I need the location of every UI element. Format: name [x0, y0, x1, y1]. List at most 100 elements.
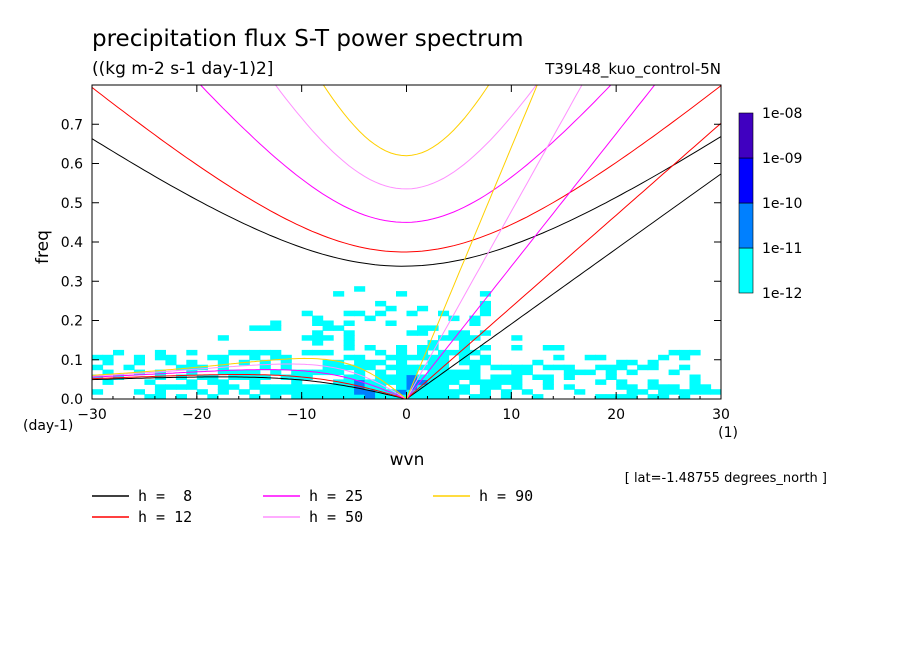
spectrum-cell: [385, 379, 397, 385]
spectrum-cell: [605, 364, 617, 371]
inertia-gravity-curve: [199, 85, 612, 223]
spectrum-cell: [417, 389, 429, 395]
spectrum-cell: [270, 369, 282, 376]
spectrum-cell: [375, 379, 387, 385]
spectrum-cell: [605, 369, 617, 376]
spectrum-cell: [102, 359, 114, 366]
spectrum-cell: [396, 354, 408, 361]
colorbar-swatch: [738, 157, 754, 204]
y-tick-label: 0.4: [61, 235, 83, 251]
spectrum-cell: [249, 325, 261, 331]
spectrum-cell: [427, 374, 439, 380]
spectrum-cell: [689, 349, 701, 356]
spectrum-cell: [396, 384, 408, 390]
spectrum-cell: [479, 345, 491, 351]
spectrum-cell: [333, 364, 345, 371]
spectrum-cell: [406, 369, 418, 376]
legend-label: h = 50: [309, 508, 363, 526]
spectrum-cell: [448, 374, 460, 380]
spectrum-cell: [574, 369, 586, 376]
spectrum-cell: [438, 359, 450, 366]
spectrum-cell: [259, 349, 271, 356]
spectrum-cell: [259, 325, 271, 331]
spectrum-cell: [500, 364, 512, 371]
x-axis-label: wvn: [390, 450, 425, 470]
spectrum-cell: [259, 364, 271, 371]
spectrum-cell: [144, 394, 156, 399]
spectrum-cell: [563, 364, 575, 371]
spectrum-cell: [647, 384, 659, 390]
spectrum-cell: [375, 394, 387, 399]
spectrum-cell: [375, 349, 387, 356]
spectrum-cell: [92, 389, 104, 395]
spectrum-cell: [385, 354, 397, 361]
spectrum-cell: [469, 374, 481, 380]
spectrum-cell: [133, 354, 145, 361]
spectrum-cell: [312, 315, 324, 322]
spectrum-cell: [511, 379, 523, 385]
inertia-gravity-curve: [274, 85, 537, 190]
spectrum-cell: [490, 379, 502, 385]
spectrum-cell: [438, 389, 450, 395]
spectrum-cell: [259, 389, 271, 395]
spectrum-cell: [165, 354, 177, 361]
spectrum-cell: [133, 389, 145, 395]
spectrum-cell: [490, 384, 502, 390]
spectrum-cell: [427, 384, 439, 390]
spectrum-cell: [364, 345, 376, 351]
spectrum-cell: [438, 310, 450, 317]
spectrum-cell: [417, 330, 429, 336]
spectrum-cell: [574, 389, 586, 395]
spectrum-cell: [301, 349, 313, 356]
colorbar: 1e-12 1e-11 1e-10 1e-09 1e-08: [738, 106, 802, 302]
y-tick-label: 0.2: [61, 314, 83, 330]
spectrum-cell: [469, 394, 481, 399]
spectrum-cell: [343, 364, 355, 371]
spectrum-cell: [406, 384, 418, 390]
spectrum-cell: [626, 394, 638, 399]
spectrum-cell: [333, 389, 345, 395]
spectrum-cell: [207, 394, 219, 399]
x-tick-label: −20: [182, 407, 212, 423]
spectrum-cell: [322, 394, 334, 399]
legend-label: h = 8: [138, 487, 192, 505]
spectrum-cell: [427, 389, 439, 395]
spectrum-cell: [417, 345, 429, 351]
spectrum-cell: [469, 359, 481, 366]
spectrum-cell: [417, 325, 429, 331]
spectrum-cell: [207, 379, 219, 385]
spectrum-cell: [532, 394, 544, 399]
spectrum-cell: [333, 369, 345, 376]
y-unit-label: (day-1): [23, 418, 73, 434]
spectrum-cell: [511, 369, 523, 376]
spectrum-cell: [312, 394, 324, 399]
spectrum-cell: [228, 384, 240, 390]
spectrum-cell: [500, 374, 512, 380]
spectrum-cell: [312, 340, 324, 346]
spectrum-cell: [458, 384, 470, 390]
spectrum-cell: [458, 349, 470, 356]
colorbar-label: 1e-10: [762, 196, 802, 212]
spectrum-cell: [280, 354, 292, 361]
spectrum-cell: [563, 374, 575, 380]
spectrum-cell: [563, 384, 575, 390]
spectrum-cell: [458, 340, 470, 346]
spectrum-cell: [626, 384, 638, 390]
spectrum-cell: [626, 359, 638, 366]
colorbar-label: 1e-12: [762, 286, 802, 302]
spectrum-cell: [322, 349, 334, 356]
spectrum-cell: [479, 291, 491, 297]
spectrum-cell: [595, 379, 607, 385]
spectrum-cell: [438, 384, 450, 390]
spectrum-cell: [438, 374, 450, 380]
spectrum-cell: [249, 369, 261, 376]
spectrum-cell: [511, 374, 523, 380]
spectrum-cell: [375, 310, 387, 317]
spectrum-cell: [490, 364, 502, 371]
x-tick-label: 30: [712, 407, 730, 423]
spectrum-cell: [479, 305, 491, 312]
spectrum-cell: [679, 354, 691, 361]
spectrum-cell: [312, 330, 324, 336]
spectrum-cell: [301, 335, 313, 341]
spectrum-cell: [438, 354, 450, 361]
